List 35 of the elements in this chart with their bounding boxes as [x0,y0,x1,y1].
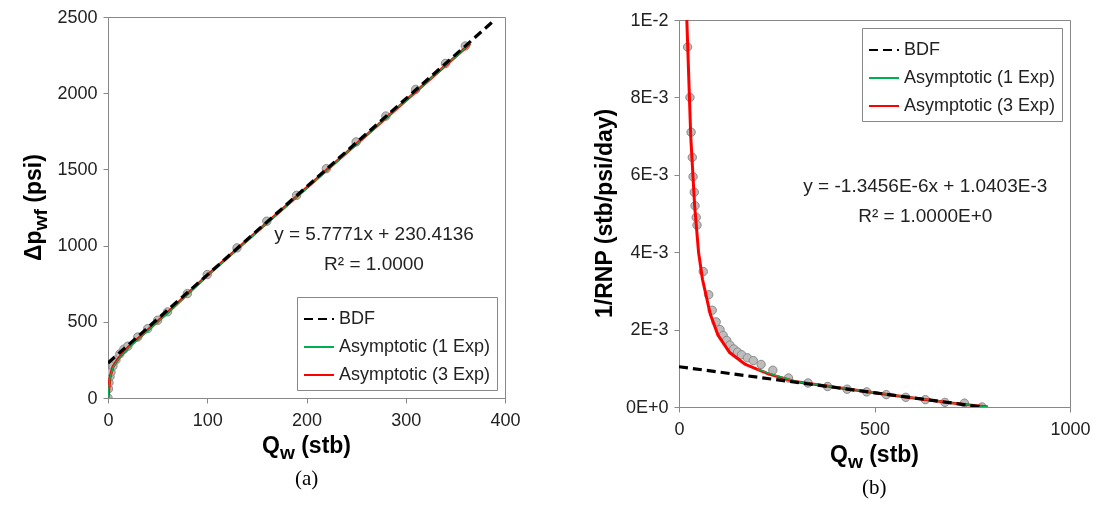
x-tick-label: 1000 [1050,418,1091,439]
annotation: y = 5.7771x + 230.4136 [274,223,474,245]
y-tick-label: 0E+0 [625,396,669,417]
x-tick-label: 100 [192,409,223,430]
x-tick-label: 0 [674,418,685,439]
annotation: R² = 1.0000E+0 [858,205,993,227]
y-tick-label: 8E-3 [630,86,669,107]
legend-label: BDF [339,308,375,328]
annotation: y = -1.3456E-6x + 1.0403E-3 [803,175,1048,197]
legend-label: Asymptotic (1 Exp) [904,67,1056,87]
x-tick-label: 300 [391,409,422,430]
y-tick-label: 2E-3 [630,319,669,340]
legend-label: Asymptotic (3 Exp) [339,364,491,384]
y-tick-label: 2500 [57,6,98,27]
x-axis-title: Q$_{w}$ (stb) [262,432,352,464]
x-tick-label: 400 [490,409,521,430]
legend-label: Asymptotic (1 Exp) [339,336,491,356]
y-tick-label: 1500 [57,158,98,179]
x-axis-title: Q$_{w}$ (stb) [830,441,920,473]
y-tick-label: 6E-3 [630,164,669,185]
text: (a) [295,466,319,491]
annotation: R² = 1.0000 [324,253,424,275]
x-tick-label: 0 [103,409,114,430]
y-tick-label: 1000 [57,235,98,256]
y-tick-label: 4E-3 [630,241,669,262]
y-tick-label: 1E-2 [630,9,669,30]
x-tick-label: 500 [859,418,891,439]
text: (b) [862,475,887,500]
y-axis-title: 1/RNP (stb/psi/day) [591,108,618,318]
legend-label: BDF [904,39,940,59]
y-tick-label: 500 [67,311,98,332]
y-tick-label: 2000 [57,82,98,103]
x-tick-label: 200 [291,409,323,430]
y-tick-label: 0 [87,387,98,408]
legend-label: Asymptotic (3 Exp) [904,95,1056,115]
